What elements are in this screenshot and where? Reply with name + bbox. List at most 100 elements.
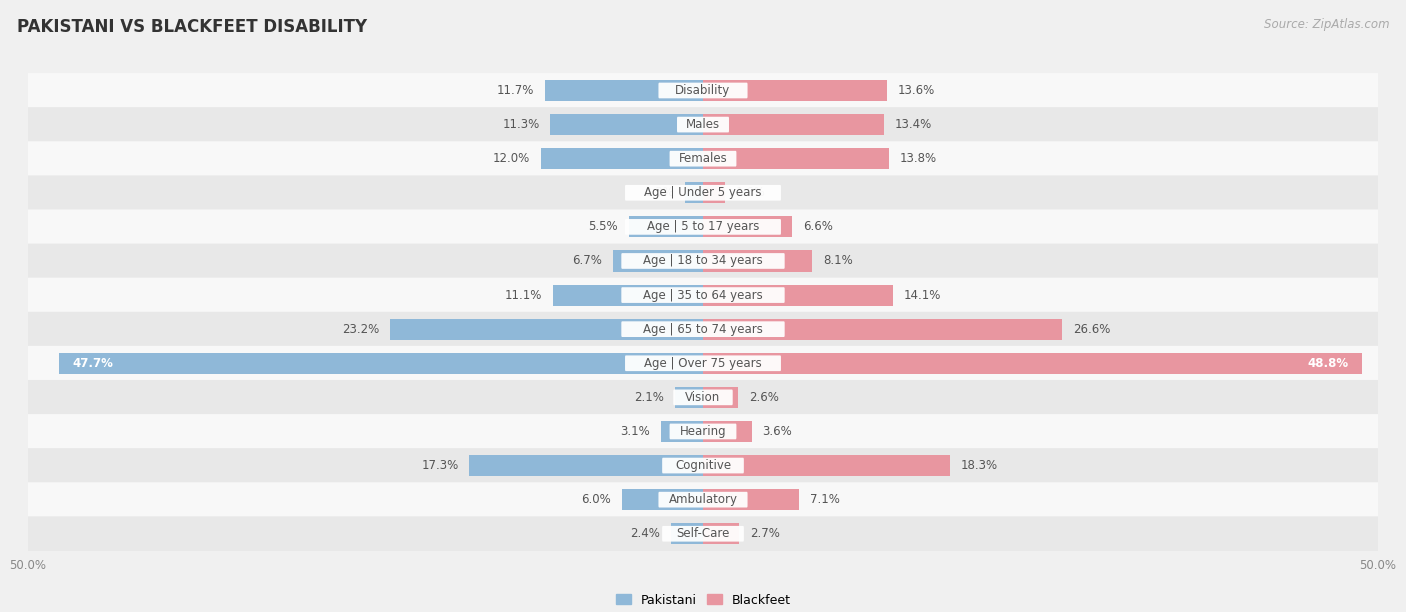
Bar bbox=[703, 353, 1361, 374]
FancyBboxPatch shape bbox=[662, 458, 744, 474]
FancyBboxPatch shape bbox=[28, 380, 1378, 415]
Text: 1.6%: 1.6% bbox=[735, 186, 765, 200]
Bar bbox=[703, 523, 740, 544]
Text: 8.1%: 8.1% bbox=[823, 255, 853, 267]
Bar bbox=[671, 523, 703, 544]
Text: 12.0%: 12.0% bbox=[494, 152, 530, 165]
Text: 11.7%: 11.7% bbox=[496, 84, 534, 97]
Text: 3.1%: 3.1% bbox=[620, 425, 651, 438]
Bar bbox=[541, 148, 703, 170]
Bar bbox=[551, 114, 703, 135]
FancyBboxPatch shape bbox=[658, 83, 748, 99]
FancyBboxPatch shape bbox=[28, 107, 1378, 142]
Bar bbox=[703, 387, 738, 408]
Text: Age | 18 to 34 years: Age | 18 to 34 years bbox=[643, 255, 763, 267]
Text: 2.1%: 2.1% bbox=[634, 391, 664, 404]
FancyBboxPatch shape bbox=[658, 492, 748, 507]
FancyBboxPatch shape bbox=[28, 278, 1378, 313]
Bar bbox=[703, 182, 724, 203]
Bar bbox=[703, 80, 887, 101]
Text: 5.5%: 5.5% bbox=[588, 220, 619, 233]
Text: 11.3%: 11.3% bbox=[502, 118, 540, 131]
Text: Self-Care: Self-Care bbox=[676, 528, 730, 540]
Bar bbox=[553, 285, 703, 305]
Text: PAKISTANI VS BLACKFEET DISABILITY: PAKISTANI VS BLACKFEET DISABILITY bbox=[17, 18, 367, 36]
Text: Age | 65 to 74 years: Age | 65 to 74 years bbox=[643, 323, 763, 335]
FancyBboxPatch shape bbox=[626, 356, 780, 371]
FancyBboxPatch shape bbox=[669, 151, 737, 166]
FancyBboxPatch shape bbox=[669, 424, 737, 439]
Bar bbox=[546, 80, 703, 101]
Text: 2.4%: 2.4% bbox=[630, 528, 659, 540]
Bar bbox=[703, 421, 752, 442]
FancyBboxPatch shape bbox=[28, 517, 1378, 551]
FancyBboxPatch shape bbox=[621, 321, 785, 337]
FancyBboxPatch shape bbox=[678, 117, 728, 132]
Text: Hearing: Hearing bbox=[679, 425, 727, 438]
Text: 11.1%: 11.1% bbox=[505, 289, 543, 302]
Text: Age | Over 75 years: Age | Over 75 years bbox=[644, 357, 762, 370]
Bar bbox=[686, 182, 703, 203]
Text: 18.3%: 18.3% bbox=[960, 459, 998, 472]
Bar bbox=[628, 216, 703, 237]
Text: Age | 35 to 64 years: Age | 35 to 64 years bbox=[643, 289, 763, 302]
Legend: Pakistani, Blackfeet: Pakistani, Blackfeet bbox=[616, 594, 790, 606]
Text: 6.0%: 6.0% bbox=[582, 493, 612, 506]
Bar bbox=[389, 319, 703, 340]
FancyBboxPatch shape bbox=[28, 312, 1378, 346]
FancyBboxPatch shape bbox=[28, 176, 1378, 210]
Bar bbox=[703, 489, 799, 510]
Text: Cognitive: Cognitive bbox=[675, 459, 731, 472]
Text: Males: Males bbox=[686, 118, 720, 131]
FancyBboxPatch shape bbox=[662, 526, 744, 542]
Text: 26.6%: 26.6% bbox=[1073, 323, 1111, 335]
Text: 6.7%: 6.7% bbox=[572, 255, 602, 267]
Bar bbox=[470, 455, 703, 476]
Bar bbox=[621, 489, 703, 510]
Text: Ambulatory: Ambulatory bbox=[668, 493, 738, 506]
Text: 1.3%: 1.3% bbox=[645, 186, 675, 200]
Bar bbox=[703, 285, 893, 305]
Text: Disability: Disability bbox=[675, 84, 731, 97]
Text: Age | 5 to 17 years: Age | 5 to 17 years bbox=[647, 220, 759, 233]
FancyBboxPatch shape bbox=[28, 346, 1378, 381]
Text: 23.2%: 23.2% bbox=[342, 323, 380, 335]
Bar bbox=[661, 421, 703, 442]
FancyBboxPatch shape bbox=[28, 448, 1378, 483]
FancyBboxPatch shape bbox=[28, 414, 1378, 449]
Bar bbox=[703, 250, 813, 272]
Text: Vision: Vision bbox=[685, 391, 721, 404]
Text: 13.8%: 13.8% bbox=[900, 152, 938, 165]
FancyBboxPatch shape bbox=[626, 185, 780, 201]
Text: 48.8%: 48.8% bbox=[1308, 357, 1348, 370]
Text: 7.1%: 7.1% bbox=[810, 493, 839, 506]
FancyBboxPatch shape bbox=[28, 141, 1378, 176]
Bar bbox=[703, 319, 1062, 340]
Bar bbox=[613, 250, 703, 272]
Text: 2.7%: 2.7% bbox=[751, 528, 780, 540]
Bar bbox=[703, 216, 792, 237]
Bar bbox=[675, 387, 703, 408]
Bar bbox=[59, 353, 703, 374]
FancyBboxPatch shape bbox=[28, 244, 1378, 278]
Text: 14.1%: 14.1% bbox=[904, 289, 942, 302]
Text: 6.6%: 6.6% bbox=[803, 220, 832, 233]
FancyBboxPatch shape bbox=[28, 482, 1378, 517]
FancyBboxPatch shape bbox=[621, 253, 785, 269]
Text: Age | Under 5 years: Age | Under 5 years bbox=[644, 186, 762, 200]
Bar bbox=[703, 148, 889, 170]
Bar bbox=[703, 455, 950, 476]
Text: Source: ZipAtlas.com: Source: ZipAtlas.com bbox=[1264, 18, 1389, 31]
Text: 3.6%: 3.6% bbox=[762, 425, 792, 438]
Text: 17.3%: 17.3% bbox=[422, 459, 458, 472]
FancyBboxPatch shape bbox=[673, 389, 733, 405]
Bar bbox=[703, 114, 884, 135]
Text: 47.7%: 47.7% bbox=[73, 357, 114, 370]
Text: 2.6%: 2.6% bbox=[749, 391, 779, 404]
Text: 13.6%: 13.6% bbox=[897, 84, 935, 97]
FancyBboxPatch shape bbox=[621, 287, 785, 303]
FancyBboxPatch shape bbox=[28, 73, 1378, 108]
FancyBboxPatch shape bbox=[28, 209, 1378, 244]
Text: Females: Females bbox=[679, 152, 727, 165]
Text: 13.4%: 13.4% bbox=[894, 118, 932, 131]
